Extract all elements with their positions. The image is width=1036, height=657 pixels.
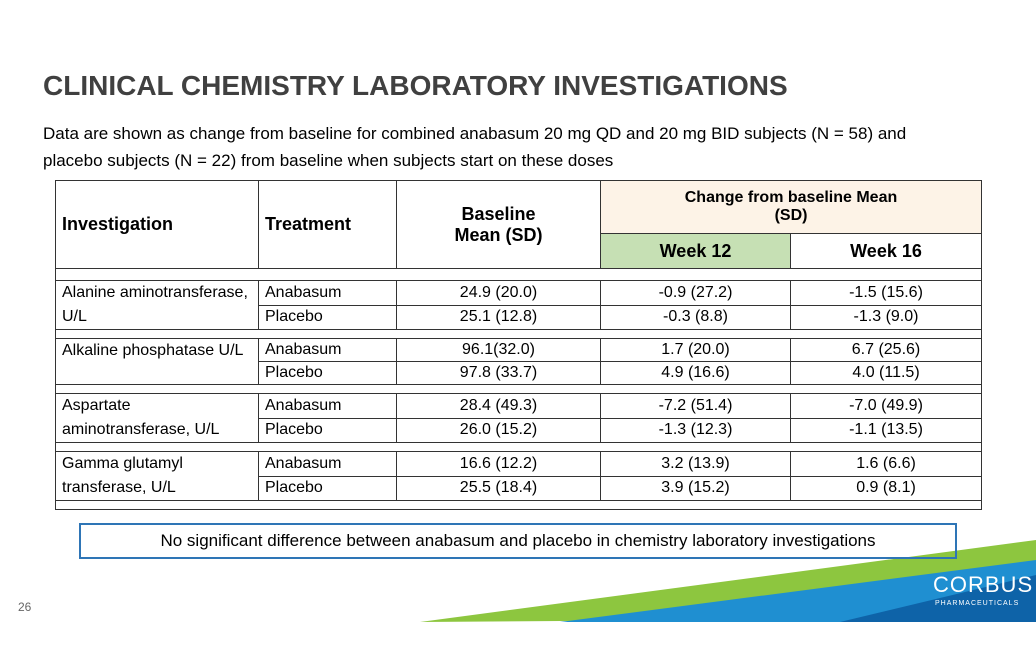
logo-tagline: PHARMACEUTICALS	[935, 600, 1020, 607]
table-row: Placebo 26.0 (15.2) -1.3 (12.3) -1.1 (13.5)	[56, 417, 983, 443]
treatment: Placebo	[258, 304, 397, 330]
header: Week 12	[600, 233, 791, 269]
spacer-row	[54, 384, 983, 394]
investigation: Aspartate aminotransferase, U/L	[55, 393, 259, 443]
value-cell: 1.7 (20.0)	[600, 338, 791, 362]
value-cell: 3.2 (13.9)	[600, 451, 791, 477]
value-cell: -1.3 (9.0)	[789, 304, 983, 330]
value-cell: 96.1(32.0)	[396, 338, 601, 362]
value-cell: 26.0 (15.2)	[396, 417, 601, 443]
value-cell: -1.3 (12.3)	[600, 417, 791, 443]
investigation: Alanine aminotransferase, U/L	[55, 280, 259, 330]
subtitle: Data are shown as change from baseline f…	[43, 124, 907, 170]
table-row: Alanine aminotransferase, U/L Anabasum 24.…	[55, 280, 983, 330]
treatment: Anabasum	[258, 393, 397, 419]
swoosh-dark	[840, 575, 1036, 622]
table-row: Aspartate aminotransferase, U/L Anabasum 2…	[55, 393, 983, 443]
swoosh-green	[420, 540, 1036, 622]
logo: CORBUS	[933, 572, 1034, 597]
value-cell: -7.0 (49.9)	[789, 393, 983, 419]
note: No significant difference between anabas…	[79, 523, 957, 559]
value-cell: -0.9 (27.2)	[600, 280, 791, 306]
value-cell: -1.5 (15.6)	[789, 280, 983, 306]
table-row: Gamma glutamyl transferase, U/L Anabasum 1…	[55, 451, 983, 501]
spacer	[54, 442, 983, 452]
value-cell: 6.7 (25.6)	[789, 338, 983, 362]
value-cell: 4.0 (11.5)	[789, 361, 983, 385]
value-cell: -7.2 (51.4)	[600, 393, 791, 419]
table-row: Placebo 97.8 (33.7) 4.9 (16.6) 4.0 (11.5)	[56, 361, 983, 385]
treatment: Placebo	[258, 361, 397, 385]
value-cell: -0.3 (8.8)	[600, 304, 791, 330]
treatment: Anabasum	[258, 338, 397, 362]
treatment: Placebo	[258, 475, 397, 501]
value-cell: 1.6 (6.6)	[789, 451, 983, 477]
treatment: Placebo	[258, 417, 397, 443]
value-cell: 25.5 (18.4)	[396, 475, 601, 501]
header: Treatment	[258, 180, 397, 269]
table-row: Alkaline phosphatase U/L Anabasum 96.1(32.…	[55, 338, 983, 385]
title: CLINICAL CHEMISTRY LABORATORY INVESTIGAT…	[43, 70, 788, 101]
table-row: Placebo 25.5 (18.4) 3.9 (15.2) 0.9 (8.1)	[56, 475, 983, 501]
value-cell: 4.9 (16.6)	[600, 361, 791, 385]
spacer	[54, 384, 983, 394]
value-cell: 28.4 (49.3)	[396, 393, 601, 419]
treatment: Anabasum	[258, 451, 397, 477]
value-cell: 0.9 (8.1)	[789, 475, 983, 501]
value-cell: -1.1 (13.5)	[789, 417, 983, 443]
treatment: Anabasum	[258, 280, 397, 306]
spacer	[54, 268, 983, 281]
header: Investigation	[55, 180, 259, 269]
spacer-row	[54, 500, 983, 510]
investigation: Gamma glutamyl transferase, U/L	[55, 451, 259, 501]
value-cell: 3.9 (15.2)	[600, 475, 791, 501]
value-cell: 97.8 (33.7)	[396, 361, 601, 385]
page-number: 26	[18, 600, 32, 614]
spacer-row	[54, 442, 983, 452]
header: Week 16	[789, 233, 983, 269]
table-row: Placebo 25.1 (12.8) -0.3 (8.8) -1.3 (9.0)	[56, 304, 983, 330]
value-cell: 16.6 (12.2)	[396, 451, 601, 477]
value-cell: 24.9 (20.0)	[396, 280, 601, 306]
data-table: Investigation Treatment Baseline Mean (S…	[54, 180, 983, 510]
header: Change from baseline Mean (SD)	[599, 180, 983, 234]
investigation: Alkaline phosphatase U/L	[55, 338, 259, 385]
header: Baseline Mean (SD)	[396, 180, 601, 269]
spacer-row	[54, 329, 983, 339]
spacer	[54, 500, 983, 510]
value-cell: 25.1 (12.8)	[396, 304, 601, 330]
spacer	[54, 329, 983, 339]
